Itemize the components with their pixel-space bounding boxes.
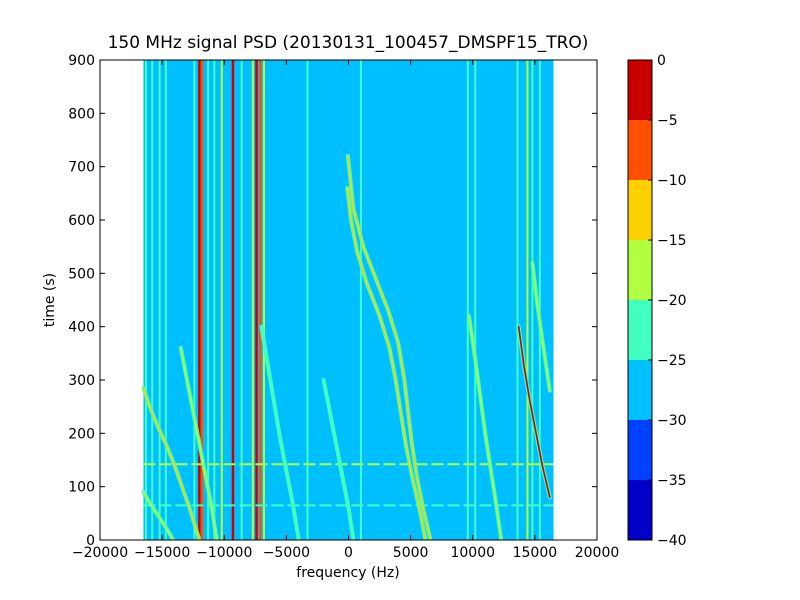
colorbar-swatch — [628, 480, 652, 540]
x-tick-label: 15000 — [513, 545, 558, 561]
y-tick-label: 700 — [68, 160, 95, 176]
y-tick-label: 900 — [68, 53, 95, 69]
colorbar-swatch — [628, 300, 652, 360]
vertical-signal-line — [151, 60, 154, 540]
x-tick-label: 0 — [344, 545, 353, 561]
colorbar-tick-label: −35 — [657, 473, 687, 489]
doppler-curve — [142, 491, 175, 540]
x-tick-label: 20000 — [575, 545, 620, 561]
colorbar-swatch — [628, 120, 652, 180]
colorbar-tick-label: 0 — [657, 53, 666, 69]
doppler-curve — [260, 325, 300, 540]
vertical-signal-line — [538, 60, 541, 540]
colorbar-tick-label: −15 — [657, 233, 687, 249]
vertical-signal-line — [526, 60, 529, 540]
doppler-curve — [142, 387, 201, 540]
colorbar-tick-label: −20 — [657, 293, 687, 309]
x-axis-label: frequency (Hz) — [296, 565, 399, 581]
x-axis: −20000 −15000 −10000 −5000 0 5000 10000 15000 20… — [72, 60, 619, 561]
chart-title: 150 MHz signal PSD (20130131_100457_DMSP… — [108, 33, 589, 53]
vertical-signal-line — [359, 60, 362, 540]
colorbar: −40 −35 −30 −25 −20 −15 −10 −5 0 — [627, 53, 687, 549]
y-tick-label: 600 — [68, 213, 95, 229]
y-tick-label: 200 — [68, 426, 95, 442]
heatmap-background — [143, 60, 554, 540]
colorbar-tick-label: −10 — [657, 173, 687, 189]
doppler-curve — [347, 155, 432, 540]
vertical-signal-line — [466, 60, 469, 540]
doppler-curve — [468, 315, 503, 540]
y-axis: 0 100 200 300 400 500 600 700 800 900 — [68, 53, 597, 549]
y-tick-label: 400 — [68, 320, 95, 336]
vertical-signal-line — [158, 60, 161, 540]
colorbar-swatch — [628, 240, 652, 300]
x-tick-label: −5000 — [263, 545, 310, 561]
y-tick-label: 100 — [68, 480, 95, 496]
vertical-signal-line — [255, 60, 258, 540]
x-tick-label: −20000 — [72, 545, 128, 561]
y-tick-label: 300 — [68, 373, 95, 389]
vertical-signal-line — [220, 60, 223, 540]
y-axis-label: time (s) — [42, 273, 58, 327]
vertical-signal-line — [240, 60, 243, 540]
vertical-signal-line — [259, 60, 262, 540]
y-tick-label: 800 — [68, 106, 95, 122]
vertical-signal-line — [263, 60, 266, 540]
doppler-curve — [322, 379, 355, 540]
x-tick-label: −15000 — [134, 545, 190, 561]
vertical-signal-line — [198, 60, 201, 540]
y-tick-label: 500 — [68, 266, 95, 282]
colorbar-swatch — [628, 420, 652, 480]
vertical-signal-line — [531, 60, 534, 540]
colorbar-swatch — [628, 180, 652, 240]
vertical-signal-line — [144, 60, 147, 540]
colorbar-tick-label: −25 — [657, 353, 687, 369]
vertical-signal-line — [306, 60, 309, 540]
vertical-signal-line — [213, 60, 216, 540]
y-tick-label: 0 — [86, 533, 95, 549]
colorbar-tick-label: −5 — [657, 113, 678, 129]
vertical-signal-line — [193, 60, 196, 540]
heatmap-layer — [141, 60, 554, 540]
colorbar-swatch — [628, 360, 652, 420]
doppler-curve — [346, 187, 427, 540]
doppler-curve — [180, 347, 218, 540]
x-tick-label: 10000 — [450, 545, 495, 561]
vertical-signal-line — [200, 60, 204, 540]
colorbar-swatch — [628, 60, 652, 120]
colorbar-tick-label: −40 — [657, 533, 687, 549]
colorbar-tick-label: −30 — [657, 413, 687, 429]
x-tick-label: −10000 — [196, 545, 252, 561]
vertical-signal-line — [231, 60, 235, 540]
doppler-curve — [517, 325, 551, 499]
doppler-curve — [531, 261, 551, 392]
vertical-signal-line — [474, 60, 477, 540]
vertical-signal-line — [251, 60, 254, 540]
x-tick-label: 5000 — [393, 545, 429, 561]
vertical-signal-line — [164, 60, 167, 540]
vertical-signal-line — [207, 60, 210, 540]
vertical-signal-line — [516, 60, 519, 540]
